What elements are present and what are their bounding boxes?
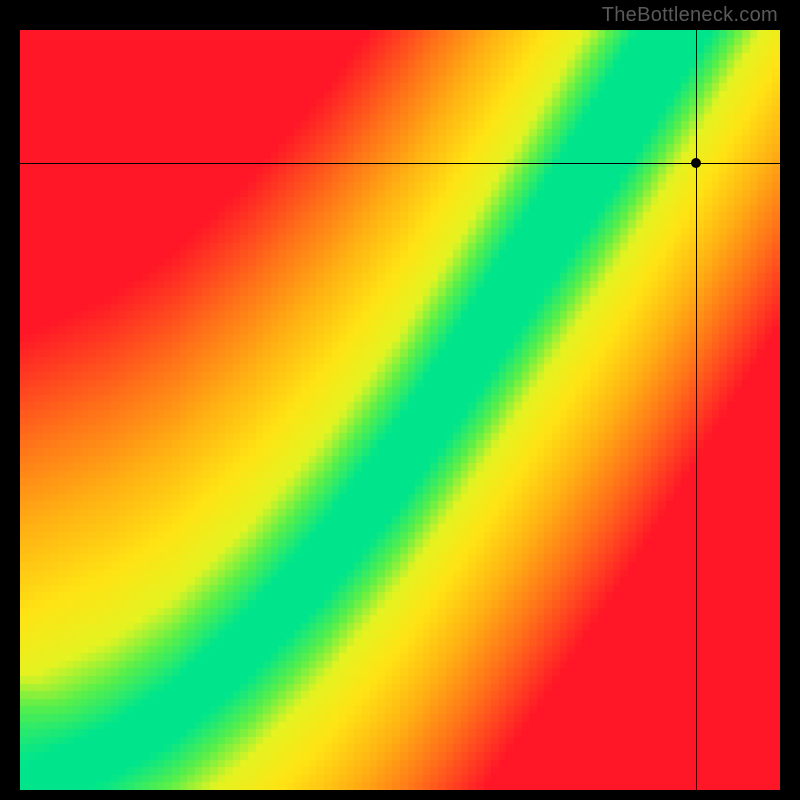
crosshair-vertical (696, 30, 697, 790)
heatmap-canvas (20, 30, 780, 790)
crosshair-horizontal (20, 163, 780, 164)
watermark-text: TheBottleneck.com (602, 4, 778, 27)
heatmap-plot (20, 30, 780, 790)
crosshair-dot (691, 158, 701, 168)
